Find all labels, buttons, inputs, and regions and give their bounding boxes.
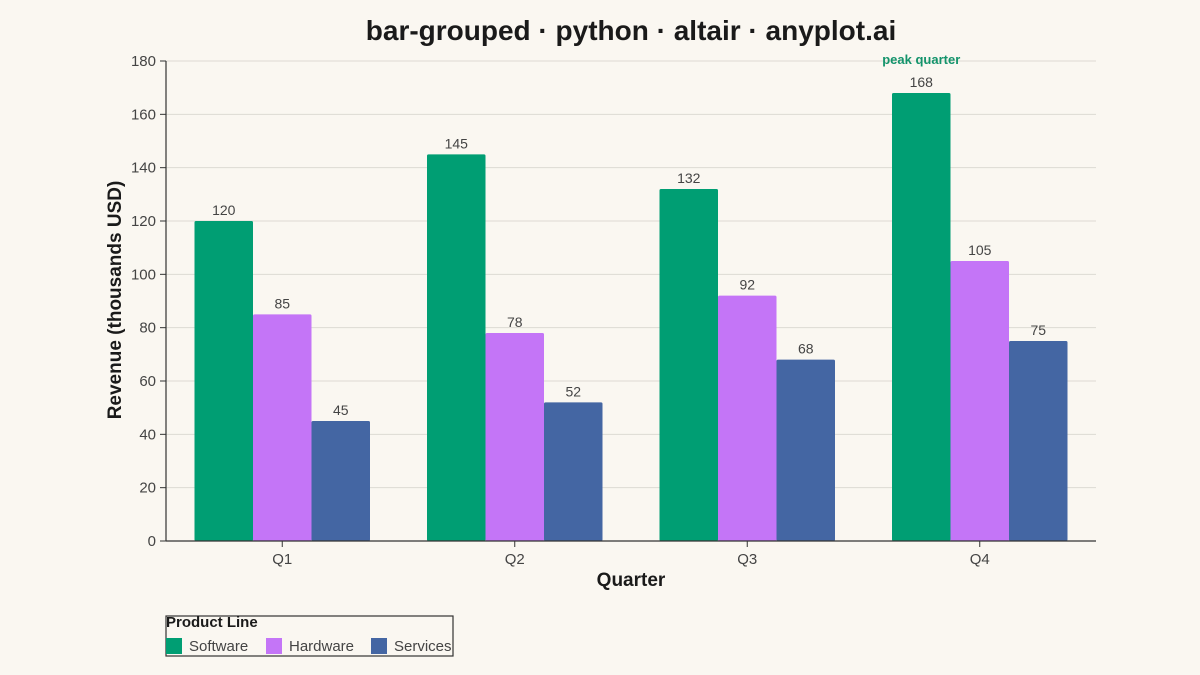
y-tick-label-7: 140 [131, 160, 156, 177]
x-tick-label-q2: Q2 [505, 551, 525, 568]
bar-services-q1 [311, 421, 370, 541]
data-label-hardware-q4: 105 [968, 242, 992, 258]
data-label-services-q2: 52 [565, 383, 581, 399]
legend-swatch-hardware [266, 638, 282, 654]
bar-services-q4 [1009, 341, 1068, 541]
x-axis-title: Quarter [597, 570, 666, 591]
y-tick-label-0: 0 [148, 533, 156, 550]
legend-title: Product Line [166, 614, 258, 631]
bar-software-q1 [194, 221, 253, 541]
data-label-services-q4: 75 [1030, 322, 1046, 338]
data-labels: 120 85 45 145 78 52 132 92 68 168 105 75 [212, 74, 1046, 418]
data-label-software-q1: 120 [212, 202, 236, 218]
bar-hardware-q4 [950, 261, 1009, 541]
annotation-0: peak quarter [882, 52, 960, 67]
bar-software-q4 [892, 93, 951, 541]
y-tick-label-5: 100 [131, 266, 156, 283]
bars [194, 93, 1068, 542]
legend-label-services: Services [394, 638, 452, 655]
y-tick-label-9: 180 [131, 53, 156, 70]
y-tick-label-4: 80 [139, 320, 156, 337]
data-label-hardware-q2: 78 [507, 314, 523, 330]
legend-label-software: Software [189, 638, 248, 655]
bar-hardware-q1 [253, 314, 312, 541]
data-label-software-q3: 132 [677, 170, 701, 186]
bar-hardware-q2 [485, 333, 544, 541]
y-tick-label-8: 160 [131, 106, 156, 123]
legend-swatch-services [371, 638, 387, 654]
annotations: peak quarter [882, 52, 960, 67]
y-axis-title: Revenue (thousands USD) [105, 181, 126, 420]
data-label-software-q4: 168 [910, 74, 934, 90]
data-label-services-q1: 45 [333, 402, 349, 418]
axes: 0 20 40 60 80 100 120 140 160 180 Q1 Q2 Q3 Q4 [131, 53, 1096, 568]
bar-services-q2 [544, 402, 603, 541]
y-tick-label-2: 40 [139, 426, 156, 443]
x-tick-label-q3: Q3 [737, 551, 757, 568]
y-tick-label-3: 60 [139, 373, 156, 390]
bar-software-q3 [659, 189, 718, 541]
data-label-hardware-q1: 85 [274, 295, 290, 311]
legend-label-hardware: Hardware [289, 638, 354, 655]
data-label-services-q3: 68 [798, 341, 814, 357]
x-tick-label-q1: Q1 [272, 551, 292, 568]
data-label-hardware-q3: 92 [739, 277, 755, 293]
bar-software-q2 [427, 154, 486, 542]
y-tick-label-1: 20 [139, 480, 156, 497]
legend-frame [165, 615, 454, 657]
x-tick-label-q4: Q4 [970, 551, 990, 568]
legend: Product Line Software Hardware Services [165, 614, 454, 657]
bar-services-q3 [776, 359, 835, 541]
data-label-software-q2: 145 [445, 135, 469, 151]
bar-hardware-q3 [718, 295, 777, 541]
legend-swatch-software [166, 638, 182, 654]
chart-title: bar-grouped · python · altair · anyplot.… [366, 15, 896, 46]
y-tick-label-6: 120 [131, 213, 156, 230]
